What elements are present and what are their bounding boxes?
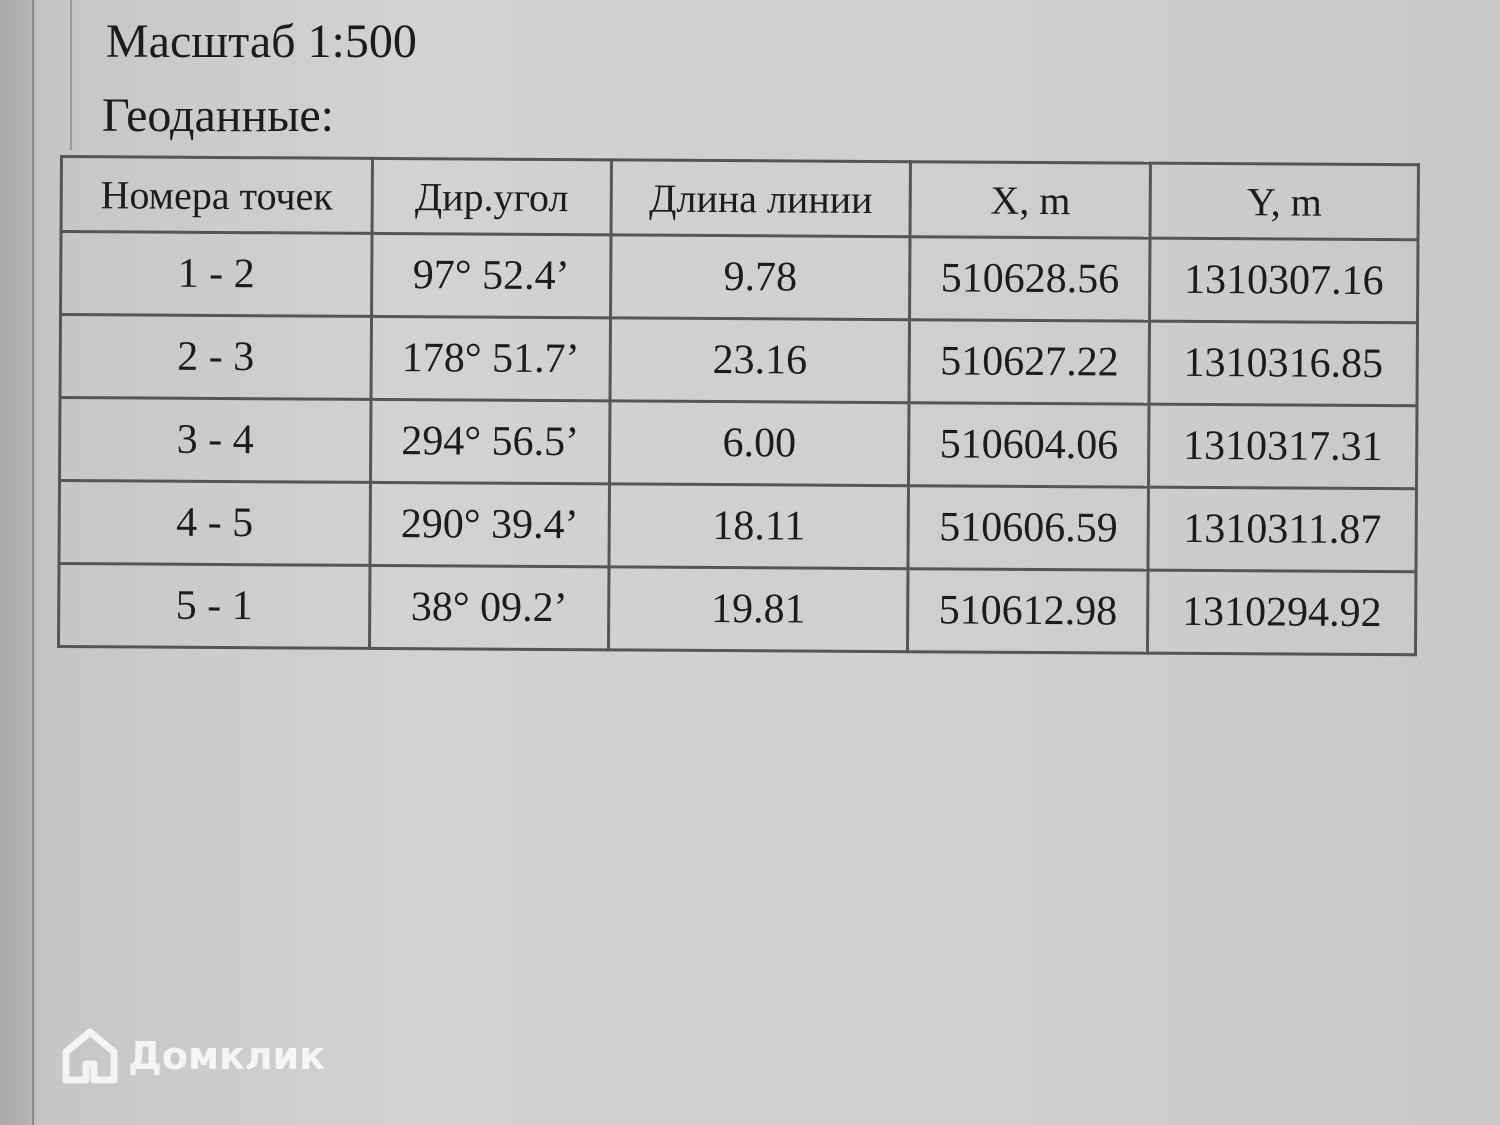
cell-x: 510628.56: [909, 236, 1151, 322]
cell-y: 1310311.87: [1148, 487, 1417, 572]
cell-points: 4 - 5: [59, 480, 371, 566]
cell-y: 1310317.31: [1148, 404, 1417, 489]
cell-y: 1310294.92: [1147, 570, 1416, 655]
table-header-row: Номера точек Дир.угол Длина линии X, m Y…: [61, 156, 1419, 240]
cell-length: 6.00: [609, 400, 910, 486]
page-edge-inner: [70, 0, 72, 150]
table-row: 5 - 1 38° 09.2’ 19.81 510612.98 1310294.92: [58, 563, 1416, 655]
table-row: 3 - 4 294° 56.5’ 6.00 510604.06 1310317.31: [59, 397, 1417, 489]
cell-x: 510604.06: [908, 402, 1150, 488]
watermark-text: Домклик: [128, 1034, 326, 1078]
table-row: 4 - 5 290° 39.4’ 18.11 510606.59 1310311.87: [59, 480, 1417, 572]
cell-length: 19.81: [608, 566, 909, 652]
cell-angle: 97° 52.4’: [371, 233, 611, 318]
header-x: X, m: [910, 161, 1151, 239]
header-points: Номера точек: [61, 156, 373, 234]
cell-angle: 294° 56.5’: [370, 399, 610, 484]
header-y: Y, m: [1150, 163, 1419, 240]
house-logo-icon: [62, 1028, 118, 1084]
cell-angle: 38° 09.2’: [369, 565, 609, 650]
geodata-label: Геоданные:: [102, 89, 335, 142]
table-row: 1 - 2 97° 52.4’ 9.78 510628.56 1310307.16: [60, 231, 1419, 323]
cell-length: 9.78: [610, 234, 911, 320]
cell-angle: 290° 39.4’: [369, 482, 610, 567]
cell-length: 23.16: [609, 317, 910, 403]
cell-x: 510606.59: [908, 485, 1149, 571]
cell-x: 510627.22: [909, 319, 1150, 405]
cell-points: 5 - 1: [58, 563, 370, 649]
cell-length: 18.11: [608, 483, 909, 569]
page-edge: [32, 0, 34, 1125]
header-length: Длина линии: [610, 159, 911, 237]
header-angle: Дир.угол: [371, 158, 612, 235]
cell-y: 1310316.85: [1149, 321, 1418, 406]
cell-points: 3 - 4: [59, 397, 371, 483]
scale-label: Масштаб 1:500: [106, 15, 417, 68]
table-row: 2 - 3 178° 51.7’ 23.16 510627.22 1310316.85: [60, 314, 1418, 406]
cell-angle: 178° 51.7’: [370, 316, 611, 401]
cell-points: 1 - 2: [60, 231, 372, 317]
cell-y: 1310307.16: [1149, 238, 1419, 323]
geodata-table: Номера точек Дир.угол Длина линии X, m Y…: [57, 155, 1420, 656]
domclick-watermark: Домклик: [62, 1028, 325, 1084]
cell-points: 2 - 3: [60, 314, 372, 400]
cell-x: 510612.98: [907, 568, 1149, 654]
